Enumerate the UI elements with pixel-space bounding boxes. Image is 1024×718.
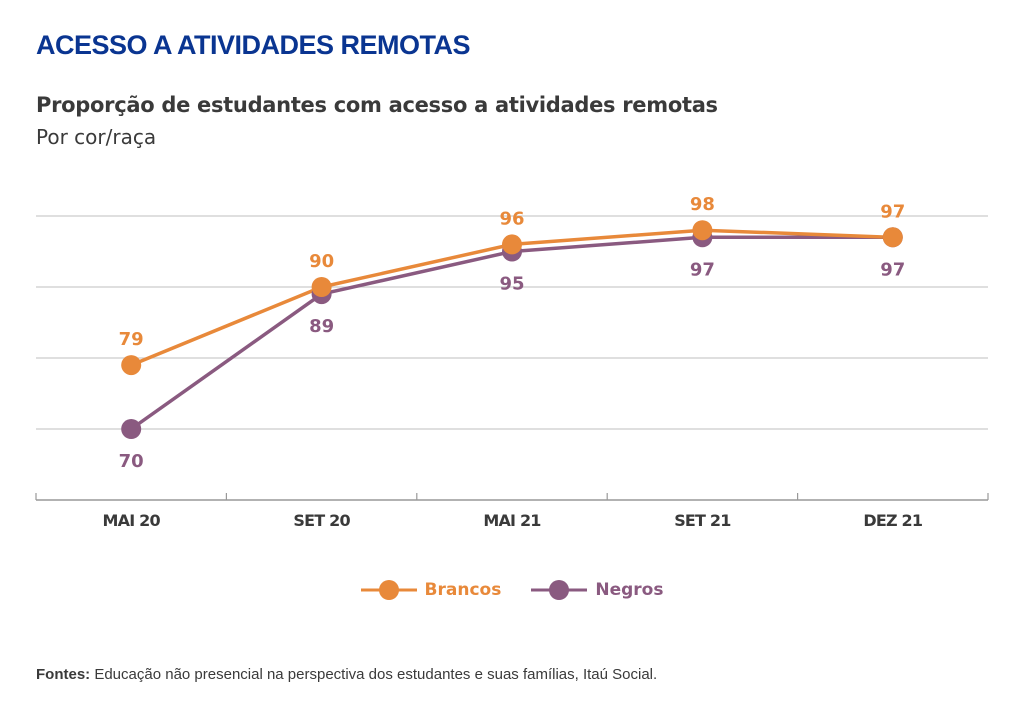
- legend-item-brancos: Brancos: [360, 578, 502, 602]
- legend-label: Negros: [595, 580, 664, 600]
- chart-title: Proporção de estudantes com acesso a ati…: [36, 93, 718, 117]
- legend: Brancos Negros: [0, 578, 1024, 602]
- data-point-brancos: [692, 220, 713, 241]
- legend-marker-icon: [531, 580, 588, 600]
- data-label-negros: 97: [690, 259, 715, 280]
- data-label-negros: 95: [499, 274, 524, 295]
- footer-text: Educação não presencial na perspectiva d…: [90, 666, 658, 683]
- x-tick-label: SET 21: [674, 511, 731, 530]
- legend-item-negros: Negros: [531, 578, 663, 602]
- data-point-brancos: [121, 355, 142, 376]
- data-point-negros: [121, 419, 142, 439]
- data-point-brancos: [882, 227, 903, 248]
- data-label-brancos: 90: [309, 251, 334, 272]
- footer-label: Fontes:: [36, 666, 91, 683]
- x-tick-label: DEZ 21: [863, 511, 923, 530]
- data-point-brancos: [311, 277, 332, 297]
- data-label-negros: 70: [119, 451, 144, 472]
- x-tick-label: SET 20: [293, 511, 350, 530]
- chart-subtitle: Por cor/raça: [36, 125, 157, 149]
- data-label-brancos: 96: [499, 208, 524, 229]
- header-title: ACESSO A ATIVIDADES REMOTAS: [36, 30, 471, 60]
- legend-label: Brancos: [424, 580, 502, 600]
- series-line-negros: [130, 235, 893, 431]
- data-point-brancos: [502, 234, 522, 255]
- data-label-negros: 89: [309, 316, 334, 337]
- footer-source: Fontes: Educação não presencial na persp…: [36, 666, 657, 683]
- legend-marker-icon: [360, 580, 417, 600]
- data-label-brancos: 79: [119, 329, 144, 350]
- x-tick-label: MAI 20: [103, 511, 161, 530]
- data-label-brancos: 97: [880, 201, 905, 222]
- data-label-negros: 97: [880, 259, 905, 280]
- data-label-brancos: 98: [690, 194, 715, 215]
- x-tick-label: MAI 21: [483, 511, 541, 530]
